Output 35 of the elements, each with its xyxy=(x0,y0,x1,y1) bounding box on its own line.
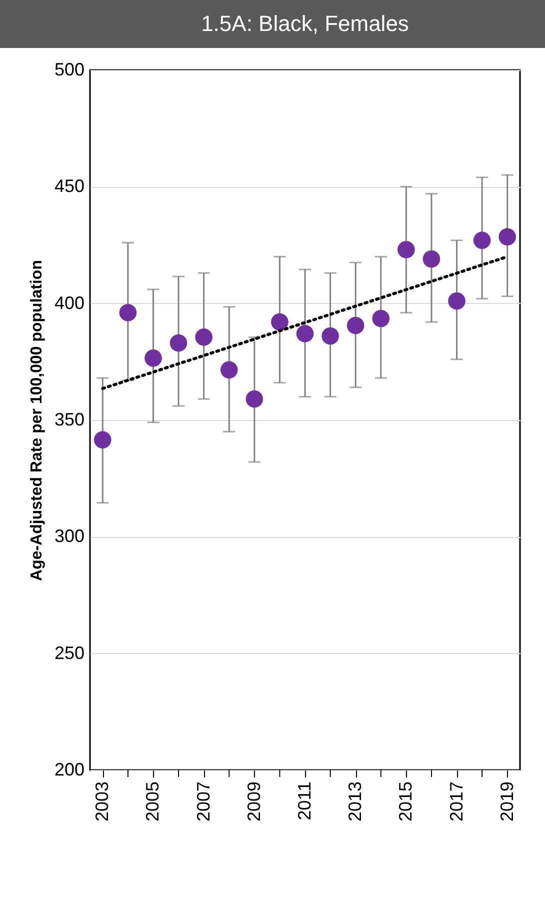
point xyxy=(398,241,415,258)
point xyxy=(346,316,364,334)
x-tick-label: 2011 xyxy=(294,782,314,820)
y-tick-label: 300 xyxy=(54,526,84,546)
point xyxy=(94,431,112,448)
point xyxy=(498,228,516,246)
y-tick-label: 400 xyxy=(54,292,84,313)
point xyxy=(296,325,314,342)
y-tick-label: 350 xyxy=(54,410,84,430)
point xyxy=(372,310,390,328)
y-axis-title: Age-Adjusted Rate per 100,000 population xyxy=(28,260,46,581)
x-tick-label: 2003 xyxy=(92,782,112,822)
point xyxy=(422,250,440,268)
point xyxy=(220,361,238,378)
point xyxy=(195,328,212,346)
x-tick-label: 2005 xyxy=(142,782,163,822)
y-tick-label: 500 xyxy=(54,60,84,80)
x-tick-label: 2019 xyxy=(496,782,517,822)
x-tick-label: 2007 xyxy=(193,782,214,822)
x-tick-label: 2015 xyxy=(396,782,416,822)
point xyxy=(322,327,339,345)
point xyxy=(170,334,188,352)
point xyxy=(144,350,162,367)
x-tick-label: 2013 xyxy=(345,782,366,822)
y-tick-label: 450 xyxy=(54,176,84,196)
point xyxy=(473,232,491,249)
point xyxy=(271,313,288,331)
point xyxy=(119,304,137,322)
y-tick-label: 200 xyxy=(54,760,84,780)
point xyxy=(246,390,264,408)
x-tick-label: 2017 xyxy=(446,782,466,822)
y-tick-label: 250 xyxy=(54,642,84,663)
point xyxy=(448,292,466,310)
chart-title: 1.5A: Black, Females xyxy=(201,11,409,36)
x-tick-label: 2009 xyxy=(244,782,264,822)
